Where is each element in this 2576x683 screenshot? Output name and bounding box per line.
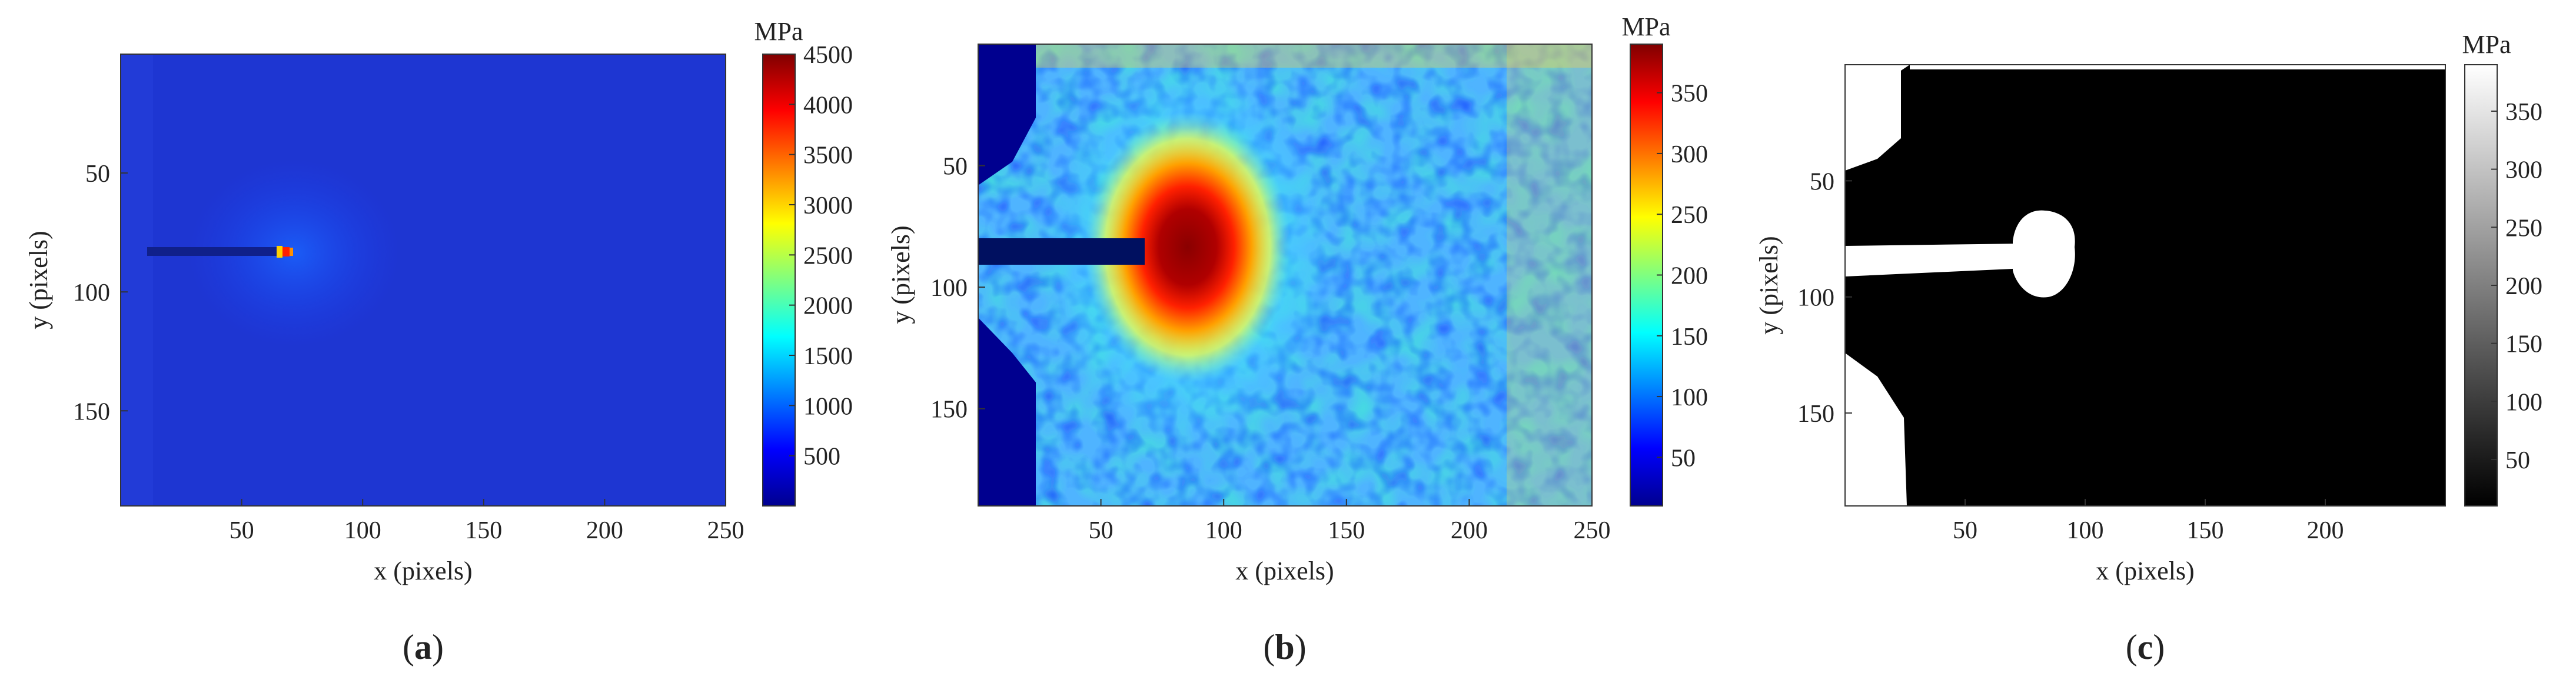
colorbar-unit-c: MPa xyxy=(2462,30,2511,59)
colorbar-unit-b: MPa xyxy=(1621,12,1670,41)
xtick-label-a-150: 150 xyxy=(465,517,502,544)
ytick-label-a-150: 150 xyxy=(73,398,110,425)
crack-a xyxy=(147,247,278,256)
xlabel-b: x (pixels) xyxy=(1235,557,1334,585)
colorbar-tick-label-b-200: 200 xyxy=(1671,263,1708,290)
crack-tip-peak-a xyxy=(282,247,290,256)
ytick-label-c-50: 50 xyxy=(1810,168,1834,195)
masked-region-c-top-strip xyxy=(1910,65,2445,69)
crack-tip-glow-a xyxy=(188,159,400,347)
plastic-zone-b xyxy=(1085,112,1291,382)
panel-b: 50 100 150 200 250 50 100 150 x (pixels) y (pix… xyxy=(886,12,1708,667)
colorbar-tick-label-a-4000: 4000 xyxy=(803,92,853,119)
xtick-label-b-100: 100 xyxy=(1205,517,1242,544)
xtick-label-c-100: 100 xyxy=(2067,517,2104,544)
ytick-label-b-50: 50 xyxy=(943,154,968,181)
ytick-label-a-100: 100 xyxy=(73,279,110,306)
xtick-label-b-50: 50 xyxy=(1089,517,1114,544)
colorbar-ticks-a: 500 1000 1500 2000 2500 3000 3500 4000 4500 xyxy=(789,42,853,471)
colorbar-ticks-c: 50 100 150 200 250 300 350 xyxy=(2491,99,2542,474)
colorbar-tick-label-c-300: 300 xyxy=(2505,157,2542,184)
heatmap-a-left-band xyxy=(121,54,153,506)
colorbar-tick-label-a-500: 500 xyxy=(803,444,840,471)
panel-a: 50 100 150 200 250 50 100 150 x (pixels) y (pix… xyxy=(24,17,853,667)
xtick-label-c-150: 150 xyxy=(2187,517,2224,544)
colorbar-a xyxy=(762,54,796,507)
xtick-label-c-50: 50 xyxy=(1953,517,1977,544)
colorbar-tick-label-c-200: 200 xyxy=(2505,273,2542,300)
masked-region-b xyxy=(978,44,1036,185)
xtick-label-c-200: 200 xyxy=(2307,517,2344,544)
colorbar-tick-label-b-50: 50 xyxy=(1671,445,1696,472)
ytick-label-b-100: 100 xyxy=(930,275,968,302)
crack-tip-hot-a xyxy=(277,246,282,258)
colorbar-tick-label-a-1000: 1000 xyxy=(803,393,853,420)
heatmap-c xyxy=(1845,65,2445,506)
colorbar-tick-label-a-2500: 2500 xyxy=(803,242,853,269)
colorbar-tick-label-c-150: 150 xyxy=(2505,331,2542,358)
masked-region-b-lower xyxy=(978,318,1036,506)
xtick-label-a-100: 100 xyxy=(344,517,381,544)
panel-label-a: (a) xyxy=(403,628,444,667)
colorbar-tick-label-c-350: 350 xyxy=(2505,99,2542,126)
ylabel-b: y (pixels) xyxy=(886,225,915,324)
axes-b xyxy=(978,44,1593,507)
masked-region-c-top xyxy=(1845,65,1910,171)
colorbar-tick-label-c-250: 250 xyxy=(2505,215,2542,242)
ytick-label-c-100: 100 xyxy=(1797,285,1834,312)
xlabel-a: x (pixels) xyxy=(374,557,472,585)
colorbar-tick-label-a-2000: 2000 xyxy=(803,293,853,320)
colorbar-tick-label-c-50: 50 xyxy=(2505,447,2530,474)
plastic-zone-c xyxy=(2013,210,2075,298)
ytick-label-b-150: 150 xyxy=(930,397,968,424)
xtick-label-b-200: 200 xyxy=(1451,517,1488,544)
colorbar-tick-label-a-4500: 4500 xyxy=(803,42,853,69)
crack-b xyxy=(978,238,1145,265)
colorbar-tick-label-c-100: 100 xyxy=(2505,389,2542,416)
colorbar-tick-label-a-3000: 3000 xyxy=(803,192,853,219)
ytick-label-a-50: 50 xyxy=(85,161,110,188)
axes-a xyxy=(120,54,726,507)
xlabel-c: x (pixels) xyxy=(2096,557,2194,585)
xtick-label-b-150: 150 xyxy=(1328,517,1365,544)
crack-c xyxy=(1845,244,2025,276)
colorbar-tick-label-b-100: 100 xyxy=(1671,384,1708,411)
colorbar-tick-label-a-3500: 3500 xyxy=(803,142,853,169)
ticks-b: 50 100 150 200 250 50 100 150 xyxy=(930,154,1611,544)
axes-c xyxy=(1844,64,2446,507)
colorbar-tick-label-b-350: 350 xyxy=(1671,81,1708,108)
panel-label-b: (b) xyxy=(1263,628,1306,667)
heatmap-a xyxy=(121,54,726,506)
masked-region-c-bottom xyxy=(1845,353,1907,506)
ticks-c: 50 100 150 200 50 100 150 xyxy=(1797,168,2344,544)
ticks-a: 50 100 150 200 250 50 100 150 xyxy=(73,161,744,544)
panel-label-c: (c) xyxy=(2126,628,2165,667)
crack-tip-edge-a xyxy=(290,248,293,256)
xtick-label-a-200: 200 xyxy=(586,517,623,544)
colorbar-tick-label-b-300: 300 xyxy=(1671,141,1708,168)
ylabel-a: y (pixels) xyxy=(24,231,53,329)
colorbar-ticks-b: 50 100 150 200 250 300 350 xyxy=(1657,81,1708,472)
colorbar-tick-label-a-1500: 1500 xyxy=(803,343,853,370)
heatmap-b xyxy=(978,44,1592,506)
xtick-label-a-50: 50 xyxy=(230,517,254,544)
ytick-label-c-150: 150 xyxy=(1797,401,1834,428)
colorbar-tick-label-b-150: 150 xyxy=(1671,324,1708,351)
heatmap-c-background xyxy=(1845,65,2445,506)
xtick-label-a-250: 250 xyxy=(707,517,744,544)
heatmap-b-top-warm xyxy=(1036,44,1592,68)
colorbar-unit-a: MPa xyxy=(754,17,803,46)
heatmap-b-right-warm xyxy=(1507,44,1592,506)
panel-c: 50 100 150 200 50 100 150 x (pixels) y (pixels… xyxy=(1754,30,2542,667)
ylabel-c: y (pixels) xyxy=(1754,236,1783,334)
xtick-label-b-250: 250 xyxy=(1574,517,1611,544)
colorbar-tick-label-b-250: 250 xyxy=(1671,202,1708,229)
